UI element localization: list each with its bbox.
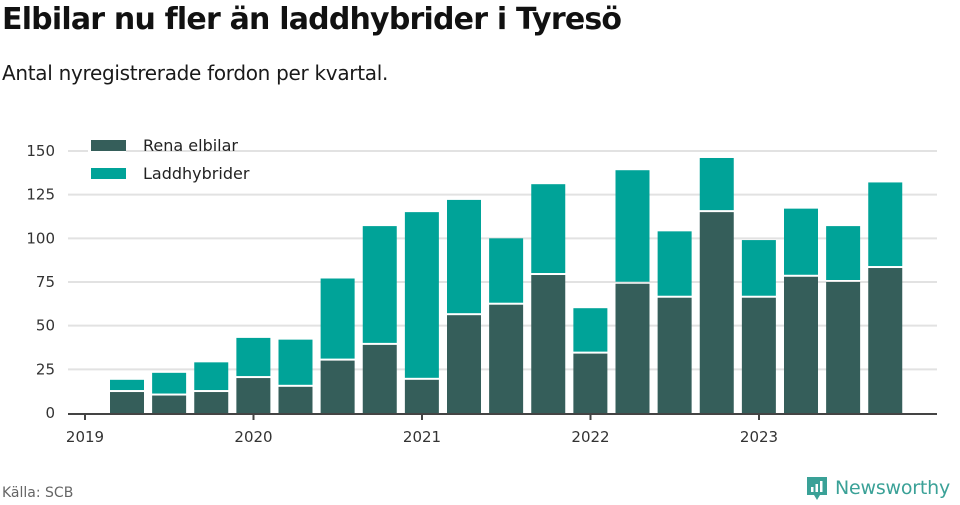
stacked-bar-chart: 0 25 50 75 100 125 150 2019 2020 2021 2022 2023 Re… [26,136,937,446]
y-tick-label: 50 [36,317,55,335]
bar-segment-rena-elbilar [320,360,355,413]
bar-segment-rena-elbilar [194,392,229,413]
bar-segment-laddhybrider [531,184,566,274]
bar-segment-laddhybrider [784,208,818,275]
bar-segment-laddhybrider [826,226,861,280]
bar-segment-laddhybrider [615,170,650,282]
bar-segment-rena-elbilar [236,378,271,413]
legend-label-laddhybrider: Laddhybrider [143,164,250,183]
bar-segment-rena-elbilar [362,344,397,413]
bar-segment-laddhybrider [320,278,355,359]
legend-swatch-laddhybrider [91,168,126,179]
bar-segment-rena-elbilar [826,282,861,413]
bar-segment-laddhybrider [699,157,734,211]
bar-segment-rena-elbilar [110,392,144,413]
bar-segment-laddhybrider [110,379,144,391]
bar-segment-rena-elbilar [699,212,734,413]
bar-segment-rena-elbilar [741,297,776,413]
bar-segment-laddhybrider [868,182,903,267]
bar-segment-rena-elbilar [531,275,566,413]
bar-segment-rena-elbilar [657,297,692,413]
y-tick-label: 75 [36,273,55,291]
x-tick-label: 2021 [403,428,441,446]
bar-segment-laddhybrider [741,240,776,296]
bar-segment-rena-elbilar [615,283,650,413]
x-tick-label: 2019 [66,428,104,446]
y-tick-label: 100 [26,229,55,247]
brand-name: Newsworthy [835,477,951,499]
y-tick-label: 25 [36,360,55,378]
bar-segment-laddhybrider [447,199,481,314]
y-axis: 0 25 50 75 100 125 150 [26,142,55,422]
brand-logo-link[interactable]: Newsworthy [805,475,950,501]
bar-segment-rena-elbilar [447,315,481,413]
bar-segment-laddhybrider [362,226,397,343]
bar-segment-rena-elbilar [278,386,313,413]
bar-segment-laddhybrider [657,231,692,296]
legend-swatch-rena-elbilar [91,140,126,151]
bars [110,157,903,413]
x-tick-label: 2023 [740,428,778,446]
bar-segment-rena-elbilar [152,395,187,413]
y-tick-label: 125 [26,186,55,204]
y-tick-label: 0 [45,404,55,422]
x-tick-label: 2020 [234,428,272,446]
bar-segment-laddhybrider [194,362,229,391]
legend-label-rena-elbilar: Rena elbilar [143,136,238,155]
legend: Rena elbilar Laddhybrider [88,136,250,183]
bar-segment-laddhybrider [489,238,524,303]
bar-segment-rena-elbilar [404,379,439,413]
bar-segment-rena-elbilar [868,268,903,413]
x-axis: 2019 2020 2021 2022 2023 [66,413,937,446]
bar-segment-laddhybrider [236,337,271,377]
x-tick-label: 2022 [571,428,609,446]
bar-segment-rena-elbilar [573,353,608,413]
bar-segment-laddhybrider [404,212,439,378]
bar-segment-rena-elbilar [489,304,524,413]
bar-segment-laddhybrider [278,339,313,385]
bar-chart-speech-bubble-icon [807,477,827,500]
bar-segment-laddhybrider [152,372,187,394]
chart-title: Elbilar nu fler än laddhybrider i Tyresö [2,2,622,37]
bar-segment-rena-elbilar [784,276,818,413]
y-tick-label: 150 [26,142,55,160]
bar-segment-laddhybrider [573,308,608,352]
chart-subtitle: Antal nyregistrerade fordon per kvartal. [2,61,389,85]
source-note: Källa: SCB [2,485,74,501]
